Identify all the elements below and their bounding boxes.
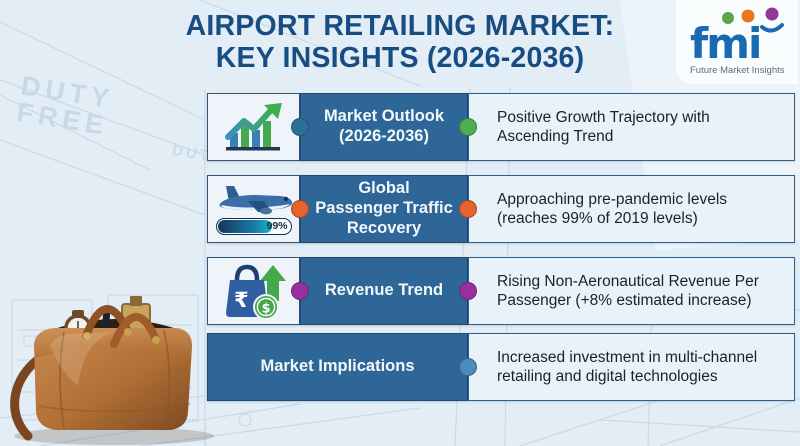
insight-title: Global Passenger Traffic Recovery xyxy=(300,175,468,243)
logo-green-dot xyxy=(722,12,734,24)
insight-description: Positive Growth Trajectory with Ascendin… xyxy=(468,93,795,161)
connector-dot xyxy=(459,200,477,218)
svg-text:₹: ₹ xyxy=(234,288,249,312)
insight-row-market-outlook: Market Outlook (2026-2036) Positive Grow… xyxy=(207,93,795,161)
logo-orange-dot xyxy=(741,9,755,23)
fmi-logo: fmi Future Market Insights xyxy=(676,0,798,84)
connector-dot xyxy=(459,118,477,136)
insight-title: Market Outlook (2026-2036) xyxy=(300,93,468,161)
recovery-progress-bar: 99% xyxy=(215,217,292,235)
page-title: AIRPORT RETAILING MARKET: KEY INSIGHTS (… xyxy=(110,10,690,75)
connector-dot xyxy=(291,282,309,300)
insight-row-passenger-traffic: 99% Global Passenger Traffic Recovery Ap… xyxy=(207,175,795,243)
connector-dot xyxy=(291,200,309,218)
insight-row-revenue-trend: ₹ $ Revenue Trend Rising Non-Aeronautica… xyxy=(207,257,795,325)
svg-text:fmi: fmi xyxy=(690,19,760,68)
recovery-progress-label: 99% xyxy=(266,220,288,232)
page-title-line2: KEY INSIGHTS (2026-2036) xyxy=(215,42,585,75)
insight-description: Rising Non-Aeronautical Revenue Per Pass… xyxy=(468,257,795,325)
connector-dot xyxy=(459,358,477,376)
connector-dot xyxy=(459,282,477,300)
insight-description: Approaching pre-pandemic levels (reaches… xyxy=(468,175,795,243)
leather-bag-image xyxy=(10,296,214,445)
logo-purple-dot xyxy=(765,7,779,21)
growth-chart-icon xyxy=(207,93,300,161)
insight-row-market-implications: Market Implications Increased investment… xyxy=(207,333,795,401)
insight-title: Revenue Trend xyxy=(300,257,468,325)
insight-title: Market Implications xyxy=(207,333,468,401)
page-title-line1: AIRPORT RETAILING MARKET: xyxy=(185,10,615,42)
logo-tagline: Future Market Insights xyxy=(690,65,785,76)
insight-description: Increased investment in multi-channel re… xyxy=(468,333,795,401)
svg-text:$: $ xyxy=(261,302,270,317)
connector-dot xyxy=(291,118,309,136)
airplane-progress-icon: 99% xyxy=(207,175,300,243)
shopping-bag-currency-icon: ₹ $ xyxy=(207,257,300,325)
